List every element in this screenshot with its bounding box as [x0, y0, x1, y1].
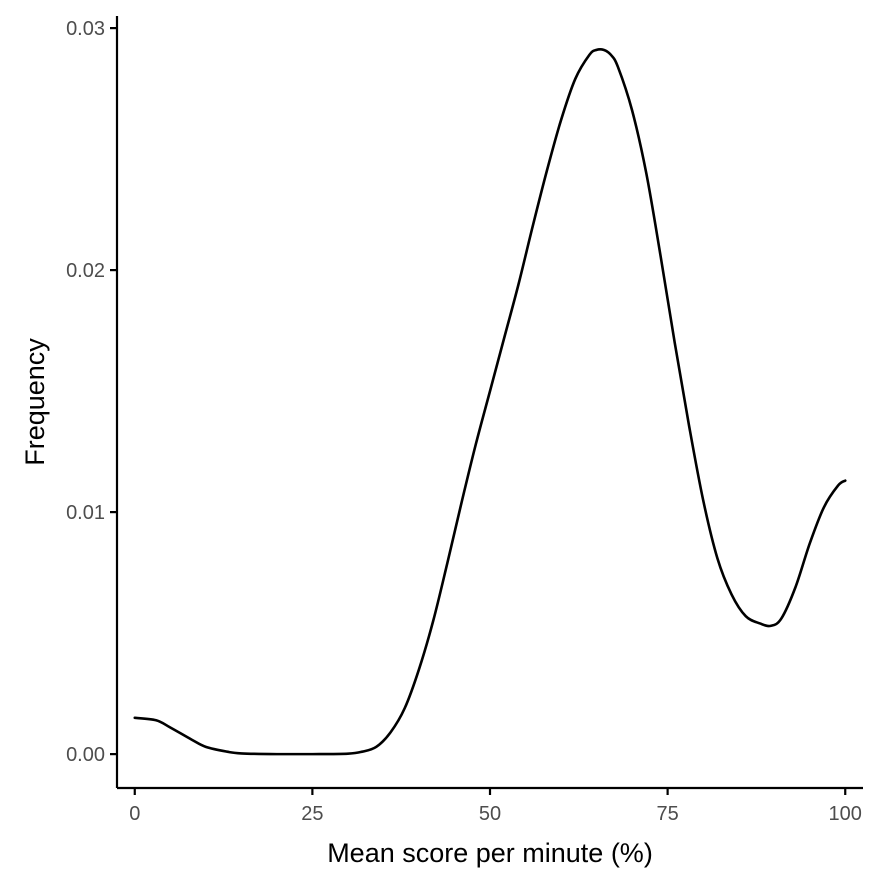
- y-tick-label: 0.03: [66, 18, 105, 40]
- x-tick-label: 75: [656, 803, 678, 825]
- x-tick-label: 0: [129, 803, 140, 825]
- y-tick-label: 0.01: [66, 502, 105, 524]
- x-tick-label: 100: [829, 803, 862, 825]
- density-curve: [133, 47, 847, 756]
- y-tick-label: 0.02: [66, 260, 105, 282]
- x-axis-title: Mean score per minute (%): [327, 838, 653, 868]
- x-tick-label: 25: [301, 803, 323, 825]
- x-axis-ticks: 0 25 50 75 100: [129, 788, 862, 825]
- y-tick-label: 0.00: [66, 744, 105, 766]
- y-axis-ticks: 0.00 0.01 0.02 0.03: [66, 18, 117, 766]
- y-axis-title: Frequency: [20, 338, 50, 466]
- x-tick-label: 50: [479, 803, 501, 825]
